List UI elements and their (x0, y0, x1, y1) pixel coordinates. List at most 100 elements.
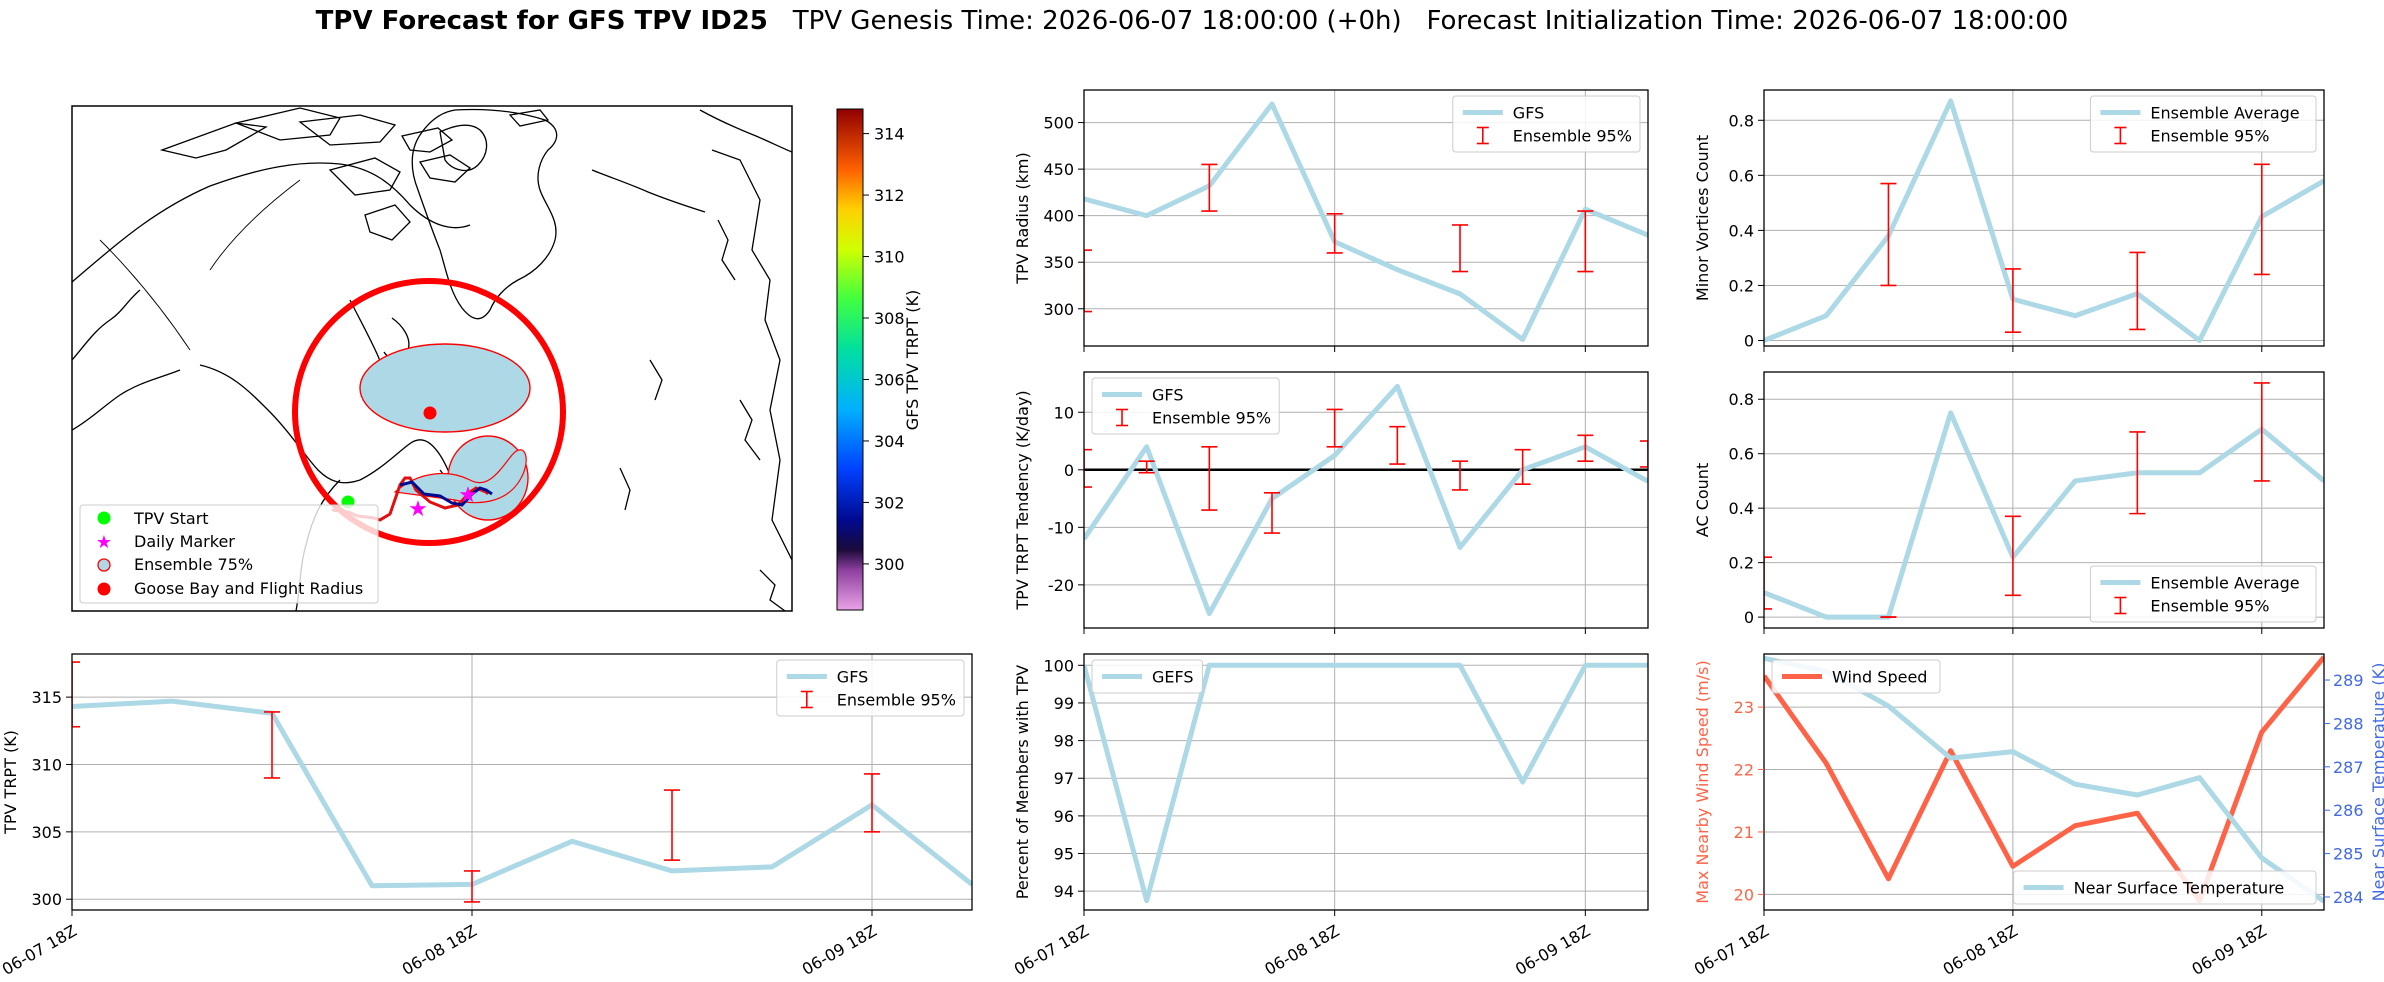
ytick-label: 20 (1734, 885, 1754, 904)
y-axis-label: TPV Radius (km) (1013, 152, 1032, 285)
legend-daily-marker: Daily Marker (134, 532, 235, 551)
legend: GFS Ensemble 95% (1452, 95, 1641, 153)
series-line-gefs (1084, 662, 1648, 904)
plot-frame (1763, 89, 2325, 347)
ytick-label: 97 (1054, 769, 1074, 788)
chart-tendency: -20 -10 0 10 TPV TRPT Tendency (K/day) GFS Ens… (1013, 371, 1649, 634)
flight-radius-ring (292, 278, 566, 546)
errorbar (1138, 460, 1155, 474)
ytick-label: 0.2 (1729, 554, 1754, 573)
xtick-label: 06-07 18Z (1011, 921, 1092, 979)
legend: GEFS (1091, 659, 1203, 694)
legend: Ensemble Average Ensemble 95% (2089, 95, 2317, 153)
ytick-label: 400 (1043, 207, 1074, 226)
ytick-label: 98 (1054, 732, 1074, 751)
ytick-label: 100 (1043, 656, 1074, 675)
errorbar (864, 773, 880, 833)
errorbar (1880, 182, 1897, 287)
ytick-label: 350 (1043, 253, 1074, 272)
ytick-label: 305 (31, 823, 62, 842)
legend-label: Near Surface Temperature (2074, 879, 2285, 898)
title-genesis: TPV Genesis Time: 2026-06-07 18:00:00 (+… (792, 6, 1402, 36)
errorbar (1201, 163, 1218, 212)
xtick-label: 06-08 18Z (399, 921, 480, 979)
ytick-label: 0 (1744, 608, 1754, 627)
series-line-ensemble-average (1764, 98, 2324, 343)
xtick-label: 06-09 18Z (1512, 921, 1593, 979)
xtick-label: 06-09 18Z (2188, 921, 2269, 979)
legend-label: GFS (837, 668, 868, 687)
errorbar (2129, 251, 2146, 331)
colorbar-tick-label: 304 (874, 432, 905, 451)
legend: GFS Ensemble 95% (776, 659, 965, 717)
ytick-label: 0.6 (1729, 166, 1754, 185)
legend: GFS Ensemble 95% (1091, 377, 1280, 435)
colorbar-tick-label: 310 (874, 248, 905, 267)
figure-title: TPV Forecast for GFS TPV ID25 TPV Genesi… (0, 6, 2384, 36)
legend-goose-bay-icon (97, 582, 111, 596)
ytick-label: 500 (1043, 114, 1074, 133)
colorbar-tick-label: 302 (874, 493, 905, 512)
errorbar (1084, 448, 1092, 488)
ytick2-label: 287 (2333, 758, 2364, 777)
errorbar (1326, 213, 1343, 254)
legend-tpv-start-icon (97, 511, 111, 525)
colorbar-tick-label: 300 (874, 555, 905, 574)
errorbar (1326, 408, 1343, 448)
xtick-label: 06-07 18Z (1691, 921, 1772, 979)
legend-box (2089, 565, 2317, 623)
ytick-label: 0.6 (1729, 445, 1754, 464)
errorbar (2253, 163, 2270, 276)
errorbar (1084, 249, 1092, 313)
ytick-label: 300 (31, 890, 62, 909)
title-init: Forecast Initialization Time: 2026-06-07… (1426, 6, 2069, 36)
legend-goose-bay: Goose Bay and Flight Radius (134, 579, 363, 598)
errorbar (1264, 492, 1280, 534)
ytick-label: 0.8 (1729, 111, 1754, 130)
legend-label: GFS (1513, 104, 1544, 123)
ytick-label: 300 (1043, 300, 1074, 319)
ytick-label: 10 (1054, 403, 1074, 422)
y-axis-label: Percent of Members with TPV (1013, 665, 1032, 899)
legend-label: Ensemble 95% (2150, 597, 2269, 616)
legend-box (1091, 659, 1203, 694)
errorbar (2129, 431, 2146, 515)
ytick-label: 96 (1054, 807, 1074, 826)
plot-frame (1763, 653, 2325, 911)
errorbar (1514, 448, 1531, 485)
chart-wind: 20 21 22 23 284 285 286 287 288 289 Max Nearby Win… (1691, 653, 2384, 979)
errorbar (1577, 210, 1594, 273)
plot-frame (1763, 371, 2325, 629)
legend-label: Wind Speed (1832, 668, 1927, 687)
ytick-label: 0.4 (1729, 221, 1754, 240)
legend-label: GFS (1152, 386, 1183, 405)
ytick-label: 0.2 (1729, 276, 1754, 295)
legend-ensemble-75: Ensemble 75% (134, 555, 253, 574)
errorbar (1389, 425, 1406, 465)
y-axis-label: Max Nearby Wind Speed (m/s) (1693, 660, 1712, 903)
plot-frame (1083, 653, 1649, 911)
errorbar (464, 870, 480, 903)
errorbar (1201, 445, 1218, 511)
ytick-label: 310 (31, 755, 62, 774)
colorbar-tick-label: 312 (874, 186, 905, 205)
legend-label: Ensemble Average (2150, 104, 2299, 123)
colorbar-tick-label: 308 (874, 309, 905, 328)
legend: Wind Speed (1771, 659, 1941, 694)
ytick2-label: 289 (2333, 671, 2364, 690)
legend-label: Ensemble 95% (1152, 409, 1271, 428)
series-line-near-surface-temperature (1764, 655, 2324, 904)
daily-marker-2: ★ (458, 483, 478, 508)
tpv-track-cold (399, 480, 493, 507)
map-legend: TPV Start ★ Daily Marker Ensemble 75% Go… (79, 504, 379, 604)
legend-tpv-start: TPV Start (133, 509, 209, 528)
chart-radius: 300 350 400 450 500 TPV Radius (km) GFS Ensembl… (1013, 89, 1649, 352)
plot-frame (71, 653, 973, 911)
map-frame (71, 105, 793, 612)
legend-ensemble-75-icon (97, 558, 111, 572)
errorbar (664, 789, 680, 861)
ytick2-label: 285 (2333, 845, 2364, 864)
ensemble-75-area (359, 343, 531, 433)
errorbar (1452, 224, 1468, 273)
